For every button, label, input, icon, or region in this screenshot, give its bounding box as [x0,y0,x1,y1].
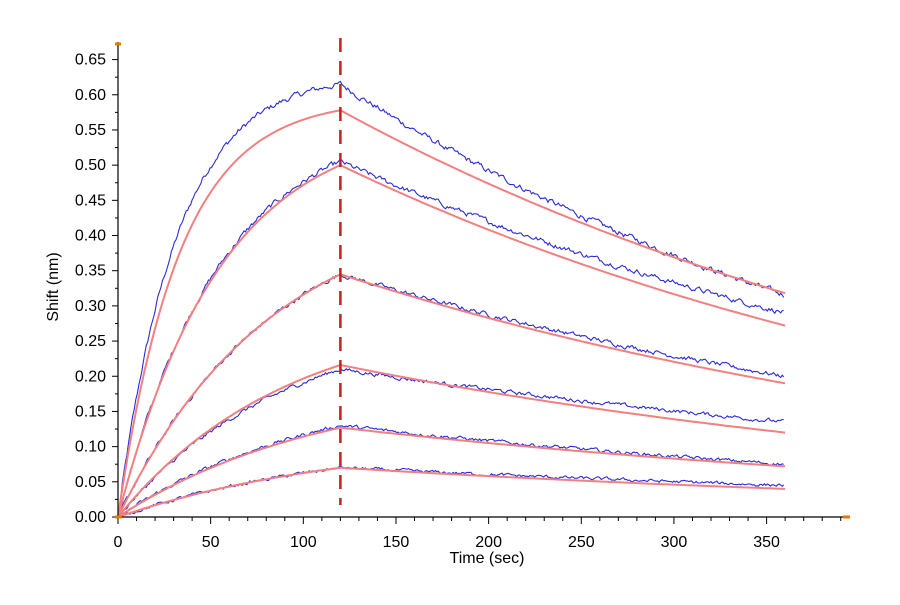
measured-curve [117,274,785,516]
x-tick-label: 0 [114,534,123,551]
fit-curve [117,363,786,518]
y-tick-label: 0.40 [75,228,106,245]
x-tick-label: 50 [202,534,220,551]
fit-curve [117,109,786,518]
x-tick-label: 200 [475,534,502,551]
y-tick-label: 0.15 [75,403,106,420]
y-tick-label: 0.50 [75,157,106,174]
x-axis-title: Time (sec) [450,550,525,567]
fit-curve [117,426,786,518]
fit-curve [117,273,786,518]
x-tick-label: 100 [290,534,317,551]
measured-curve [117,368,784,518]
measured-curve [117,80,785,517]
y-tick-label: 0.10 [75,439,106,456]
y-tick-label: 0.35 [75,263,106,280]
x-tick-label: 150 [383,534,410,551]
axes-layer: 0.00 0.05 0.10 0.15 0.20 0.25 0.30 0.35 0.40 0.45… [75,42,850,551]
x-tick-label: 300 [661,534,688,551]
y-axis-title: Shift (nm) [45,252,62,321]
y-tick-label: 0.60 [75,87,106,104]
x-tick-label: 250 [568,534,595,551]
y-tick-label: 0.00 [75,509,106,526]
y-tick-label: 0.20 [75,368,106,385]
y-tick-label: 0.25 [75,333,106,350]
y-tick-label: 0.65 [75,52,106,69]
y-tick-label: 0.55 [75,122,106,139]
y-tick-label: 0.45 [75,192,106,209]
y-tick-label: 0.05 [75,474,106,491]
x-tick-label: 350 [753,534,780,551]
series-layer [117,38,786,519]
y-tick-label: 0.30 [75,298,106,315]
fit-curve [117,163,786,518]
fit-curve [117,466,786,518]
